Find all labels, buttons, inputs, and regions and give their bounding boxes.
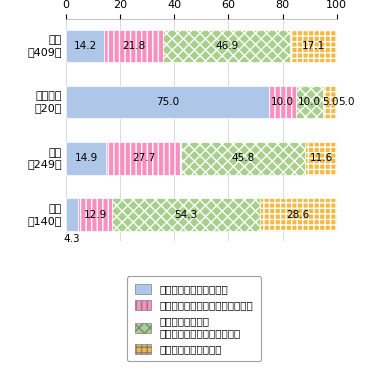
Text: 45.8: 45.8 <box>232 154 255 163</box>
Bar <box>259 198 337 231</box>
Text: 28.6: 28.6 <box>287 210 310 220</box>
Text: 10.0: 10.0 <box>271 97 294 107</box>
Text: 12.9: 12.9 <box>83 210 107 220</box>
Bar <box>181 142 305 175</box>
Bar <box>66 86 269 119</box>
Bar <box>66 142 106 175</box>
Text: 27.7: 27.7 <box>132 154 156 163</box>
Text: 4.3: 4.3 <box>63 234 80 244</box>
Bar <box>78 198 112 231</box>
Bar <box>290 30 337 62</box>
Text: 21.8: 21.8 <box>122 41 146 51</box>
Bar <box>106 142 181 175</box>
Bar <box>112 198 259 231</box>
Text: 17.1: 17.1 <box>302 41 325 51</box>
Bar <box>323 86 337 119</box>
Text: 14.9: 14.9 <box>74 154 98 163</box>
Text: 5.0: 5.0 <box>338 97 355 107</box>
Text: 10.0: 10.0 <box>298 97 321 107</box>
Bar <box>269 86 296 119</box>
Text: 54.3: 54.3 <box>174 210 198 220</box>
Text: 14.2: 14.2 <box>74 41 97 51</box>
Text: 75.0: 75.0 <box>156 97 179 107</box>
Legend: 積極的に取り組んでいる, どちらかと言えば取り組んでいる, どちらかと言えば
取り組んでいるとは言えない, 全く取り組んでいない: 積極的に取り組んでいる, どちらかと言えば取り組んでいる, どちらかと言えば 取… <box>127 277 261 361</box>
Bar <box>305 142 337 175</box>
Bar <box>296 86 323 119</box>
Text: 46.9: 46.9 <box>215 41 239 51</box>
Text: 11.6: 11.6 <box>309 154 333 163</box>
Bar <box>104 30 163 62</box>
Bar <box>66 30 104 62</box>
Text: 5.0: 5.0 <box>322 97 338 107</box>
Bar <box>163 30 290 62</box>
Bar <box>66 198 78 231</box>
